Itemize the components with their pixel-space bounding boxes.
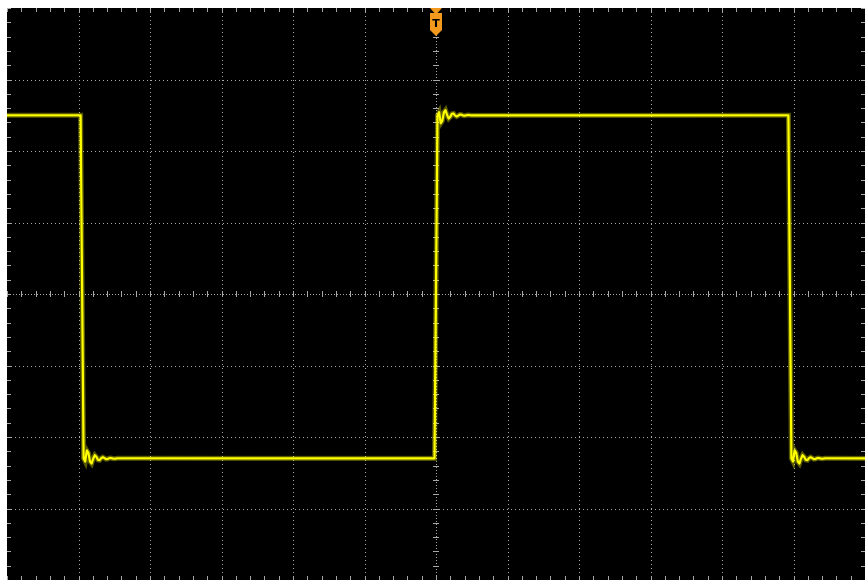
channel-1-trace-glow <box>7 104 865 470</box>
oscilloscope-screen: T <box>7 8 865 580</box>
trigger-marker-icon[interactable]: T <box>430 8 442 36</box>
channel-1-trace <box>7 109 865 465</box>
trigger-marker-label: T <box>432 17 440 30</box>
waveform-display: T <box>7 8 865 580</box>
